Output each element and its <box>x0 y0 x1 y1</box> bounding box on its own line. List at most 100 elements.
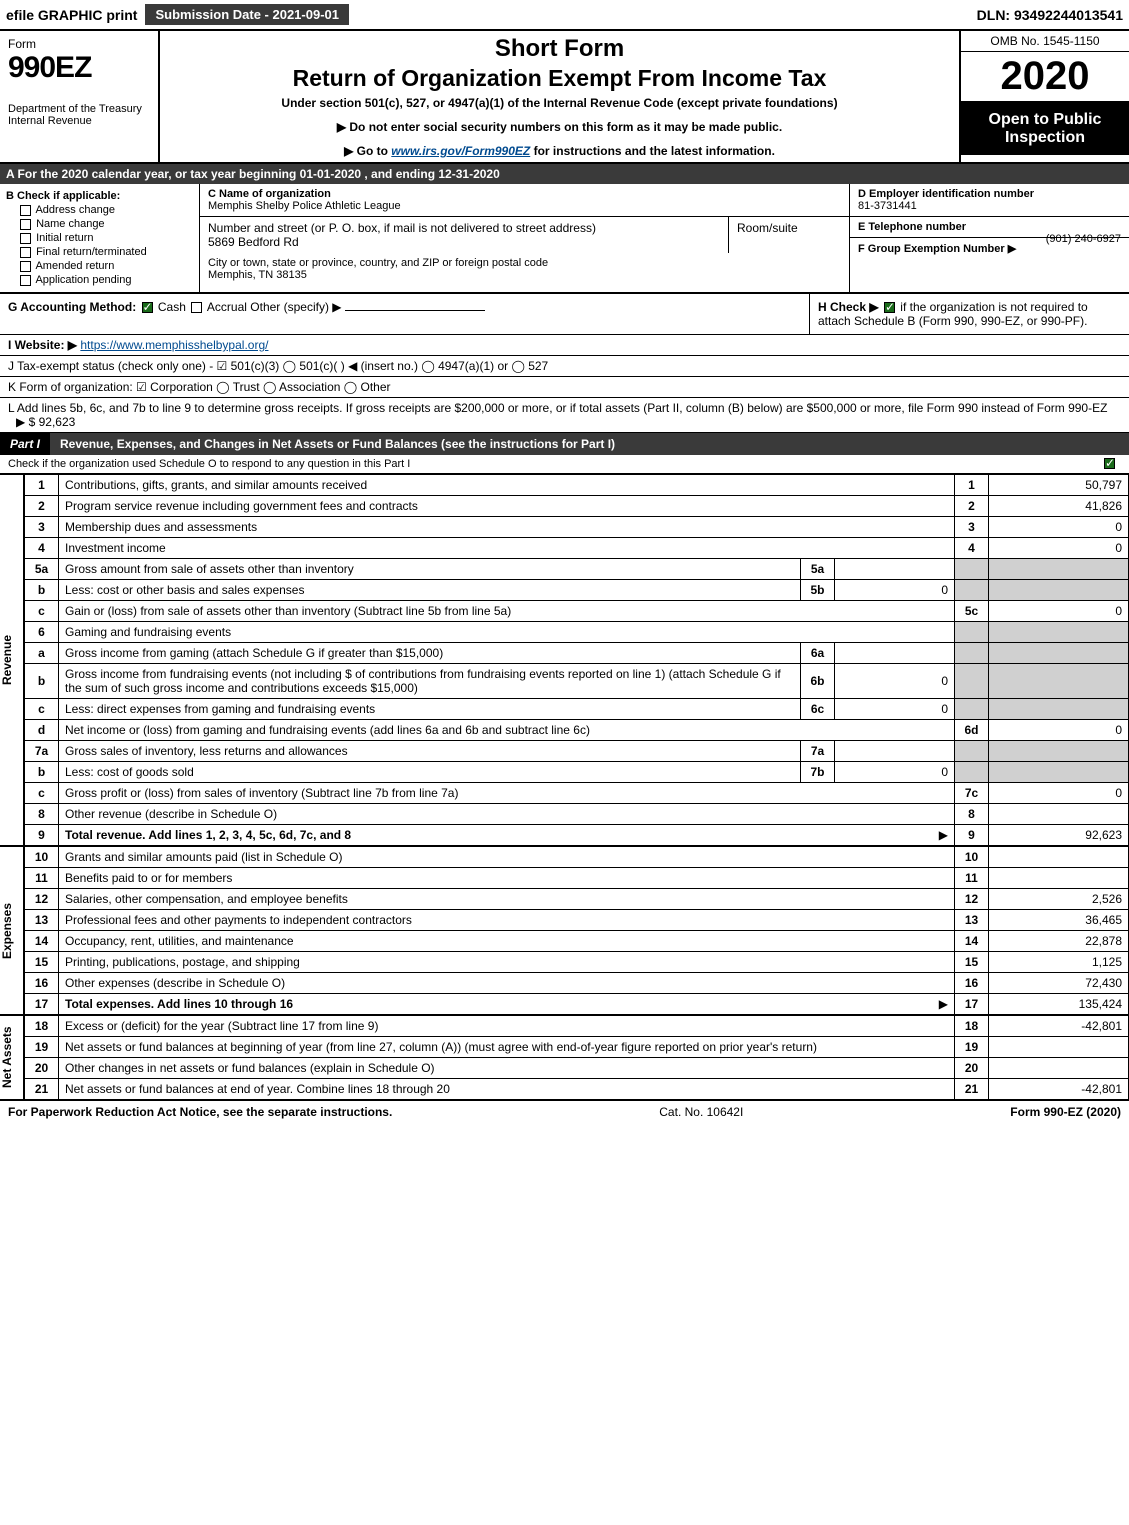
chk-cash[interactable] <box>142 302 153 313</box>
line-ref: 2 <box>955 496 989 517</box>
goto-suffix: for instructions and the latest informat… <box>534 144 775 158</box>
sub-value: 0 <box>835 664 955 699</box>
line-row: 9Total revenue. Add lines 1, 2, 3, 4, 5c… <box>25 825 1129 846</box>
line-ref <box>955 622 989 643</box>
other-specify-input[interactable] <box>345 310 485 311</box>
short-form-title: Short Form <box>168 35 951 63</box>
info-grid: B Check if applicable: Address change Na… <box>0 184 1129 294</box>
line-ref: 4 <box>955 538 989 559</box>
line-number: 17 <box>25 994 59 1015</box>
line-number: 15 <box>25 952 59 973</box>
chk-address-change[interactable]: Address change <box>18 204 193 216</box>
line-number: 1 <box>25 475 59 496</box>
net-table: 18Excess or (deficit) for the year (Subt… <box>24 1015 1129 1100</box>
line-ref: 14 <box>955 931 989 952</box>
section-j: J Tax-exempt status (check only one) - ☑… <box>0 356 1129 377</box>
line-description: Other changes in net assets or fund bala… <box>59 1058 955 1079</box>
submission-date-button[interactable]: Submission Date - 2021-09-01 <box>145 4 349 25</box>
chk-schedule-o[interactable] <box>1104 458 1115 469</box>
line-row: 3Membership dues and assessments30 <box>25 517 1129 538</box>
header-right: OMB No. 1545-1150 2020 Open to Public In… <box>959 31 1129 162</box>
line-value: 2,526 <box>989 889 1129 910</box>
line-value: 72,430 <box>989 973 1129 994</box>
line-ref: 21 <box>955 1079 989 1100</box>
line-value <box>989 847 1129 868</box>
street-row: Number and street (or P. O. box, if mail… <box>200 217 849 253</box>
line-number: 2 <box>25 496 59 517</box>
form-number: 990EZ <box>8 51 150 85</box>
line-description: Excess or (deficit) for the year (Subtra… <box>59 1016 955 1037</box>
line-ref: 16 <box>955 973 989 994</box>
line-number: 19 <box>25 1037 59 1058</box>
sub-value <box>835 643 955 664</box>
line-row: 20Other changes in net assets or fund ba… <box>25 1058 1129 1079</box>
header-mid: Short Form Return of Organization Exempt… <box>160 31 959 162</box>
under-section: Under section 501(c), 527, or 4947(a)(1)… <box>168 96 951 110</box>
line-ref: 19 <box>955 1037 989 1058</box>
chk-application-pending[interactable]: Application pending <box>18 274 193 286</box>
website-link[interactable]: https://www.memphisshelbypal.org/ <box>80 338 268 352</box>
section-def: D Employer identification number 81-3731… <box>849 184 1129 292</box>
ein-value: 81-3731441 <box>858 200 917 212</box>
chk-schedule-b[interactable] <box>884 302 895 313</box>
line-value <box>989 580 1129 601</box>
line-description: Membership dues and assessments <box>59 517 955 538</box>
form-word: Form <box>8 37 150 51</box>
expense-table: 10Grants and similar amounts paid (list … <box>24 846 1129 1015</box>
line-description: Less: cost of goods sold <box>59 762 801 783</box>
section-i: I Website: ▶ https://www.memphisshelbypa… <box>0 335 1129 356</box>
line-row: 18Excess or (deficit) for the year (Subt… <box>25 1016 1129 1037</box>
line-ref: 11 <box>955 868 989 889</box>
line-value: 0 <box>989 538 1129 559</box>
line-value <box>989 762 1129 783</box>
line-value <box>989 664 1129 699</box>
line-ref <box>955 762 989 783</box>
line-value <box>989 804 1129 825</box>
line-description: Printing, publications, postage, and shi… <box>59 952 955 973</box>
line-number: 12 <box>25 889 59 910</box>
sub-ref: 5a <box>801 559 835 580</box>
line-number: 5a <box>25 559 59 580</box>
sub-ref: 6b <box>801 664 835 699</box>
line-value: 36,465 <box>989 910 1129 931</box>
line-ref: 10 <box>955 847 989 868</box>
city-value: Memphis, TN 38135 <box>208 269 307 281</box>
tax-year: 2020 <box>961 52 1129 103</box>
line-description: Less: direct expenses from gaming and fu… <box>59 699 801 720</box>
footer-mid: Cat. No. 10642I <box>392 1105 1010 1119</box>
chk-final-return[interactable]: Final return/terminated <box>18 246 193 258</box>
section-b: B Check if applicable: Address change Na… <box>0 184 200 292</box>
phone-value: (901) 240-6927 <box>1046 233 1121 245</box>
line-ref <box>955 741 989 762</box>
dln-label: DLN: 93492244013541 <box>977 7 1123 23</box>
room-label: Room/suite <box>737 221 798 235</box>
line-value: 41,826 <box>989 496 1129 517</box>
line-ref: 18 <box>955 1016 989 1037</box>
line-value: -42,801 <box>989 1016 1129 1037</box>
irs-link[interactable]: www.irs.gov/Form990EZ <box>391 144 530 158</box>
line-number: 18 <box>25 1016 59 1037</box>
line-value: -42,801 <box>989 1079 1129 1100</box>
line-ref: 1 <box>955 475 989 496</box>
revenue-side-label: Revenue <box>0 474 24 846</box>
org-name-label: C Name of organization <box>208 188 331 200</box>
part1-title: Revenue, Expenses, and Changes in Net As… <box>50 433 1129 455</box>
line-description: Investment income <box>59 538 955 559</box>
sub-value: 0 <box>835 580 955 601</box>
line-value: 92,623 <box>989 825 1129 846</box>
line-value: 0 <box>989 720 1129 741</box>
chk-initial-return[interactable]: Initial return <box>18 232 193 244</box>
line-ref <box>955 699 989 720</box>
line-row: 1Contributions, gifts, grants, and simil… <box>25 475 1129 496</box>
chk-name-change[interactable]: Name change <box>18 218 193 230</box>
chk-amended-return[interactable]: Amended return <box>18 260 193 272</box>
line-number: 14 <box>25 931 59 952</box>
line-ref: 3 <box>955 517 989 538</box>
line-value <box>989 1058 1129 1079</box>
chk-accrual[interactable] <box>191 302 202 313</box>
goto-prefix: ▶ Go to <box>344 144 391 158</box>
line-number: 8 <box>25 804 59 825</box>
sub-ref: 6a <box>801 643 835 664</box>
header-left: Form 990EZ Department of the Treasury In… <box>0 31 160 162</box>
phone-cell: E Telephone number (901) 240-6927 <box>850 217 1129 238</box>
